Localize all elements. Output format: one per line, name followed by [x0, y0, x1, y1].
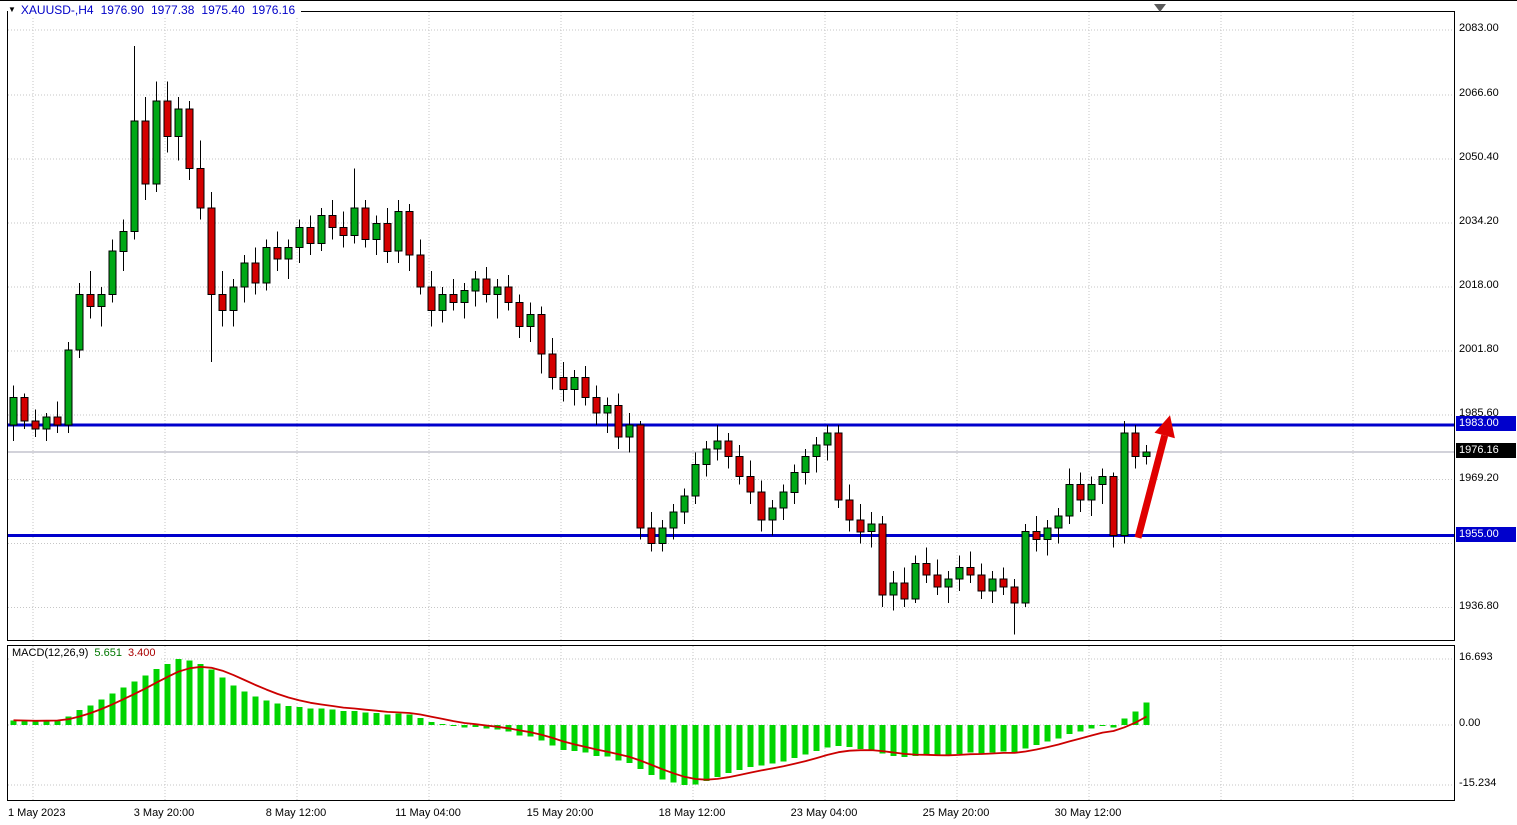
level-price-label: 1955.00 — [1456, 526, 1516, 542]
candlestick-chart — [8, 12, 1454, 640]
macd-signal-value: 3.400 — [127, 647, 156, 659]
macd-axis-label: 0.00 — [1459, 717, 1481, 729]
quote-open: 1976.90 — [100, 3, 144, 17]
symbol-ohlc-info: ▼ XAUUSD-,H4 1976.90 1977.38 1975.40 1976.16 — [8, 2, 302, 18]
quote-high: 1977.38 — [151, 3, 195, 17]
time-axis-label: 18 May 12:00 — [658, 807, 726, 819]
quote-close: 1976.16 — [251, 3, 296, 17]
macd-axis-label: 16.693 — [1459, 651, 1493, 664]
price-axis-label: 2050.40 — [1459, 150, 1499, 163]
time-axis-label: 30 May 12:00 — [1054, 807, 1122, 819]
time-axis-label: 11 May 04:00 — [395, 807, 461, 819]
time-axis-label: 23 May 04:00 — [790, 807, 858, 819]
price-axis-label: 2001.80 — [1459, 342, 1499, 355]
time-axis-label: 1 May 2023 — [8, 807, 66, 819]
macd-axis-label: -15.234 — [1459, 777, 1497, 790]
price-chart-panel[interactable] — [7, 11, 1455, 641]
macd-indicator-label: MACD(12,26,9) 5.651 3.400 — [10, 647, 161, 660]
time-axis-label: 15 May 20:00 — [526, 807, 594, 819]
macd-main-value: 5.651 — [94, 647, 122, 659]
quote-low: 1975.40 — [201, 3, 245, 17]
time-axis-label: 3 May 20:00 — [133, 807, 195, 819]
time-axis-label: 8 May 12:00 — [265, 807, 327, 819]
price-axis-label: 1969.20 — [1459, 471, 1499, 484]
macd-name: MACD(12,26,9) — [12, 647, 89, 659]
price-axis-label: 2066.60 — [1459, 86, 1499, 99]
price-axis-label: 2018.00 — [1459, 278, 1499, 291]
symbol-dropdown-icon[interactable]: ▼ — [8, 5, 16, 14]
price-axis-label: 2034.20 — [1459, 214, 1499, 227]
level-price-label: 1983.00 — [1456, 416, 1516, 432]
chart-shift-marker-icon[interactable] — [1154, 4, 1166, 12]
macd-panel[interactable]: MACD(12,26,9) 5.651 3.400 — [7, 645, 1455, 801]
macd-histogram-chart — [8, 646, 1454, 800]
time-axis-label: 25 May 20:00 — [922, 807, 990, 819]
price-axis-label: 2083.00 — [1459, 22, 1499, 34]
symbol-timeframe-label: XAUUSD-,H4 — [20, 3, 94, 17]
price-axis-label: 1936.80 — [1459, 599, 1499, 612]
price-axis-label: 1985.60 — [1459, 406, 1499, 419]
current-price-label: 1976.16 — [1456, 443, 1516, 459]
